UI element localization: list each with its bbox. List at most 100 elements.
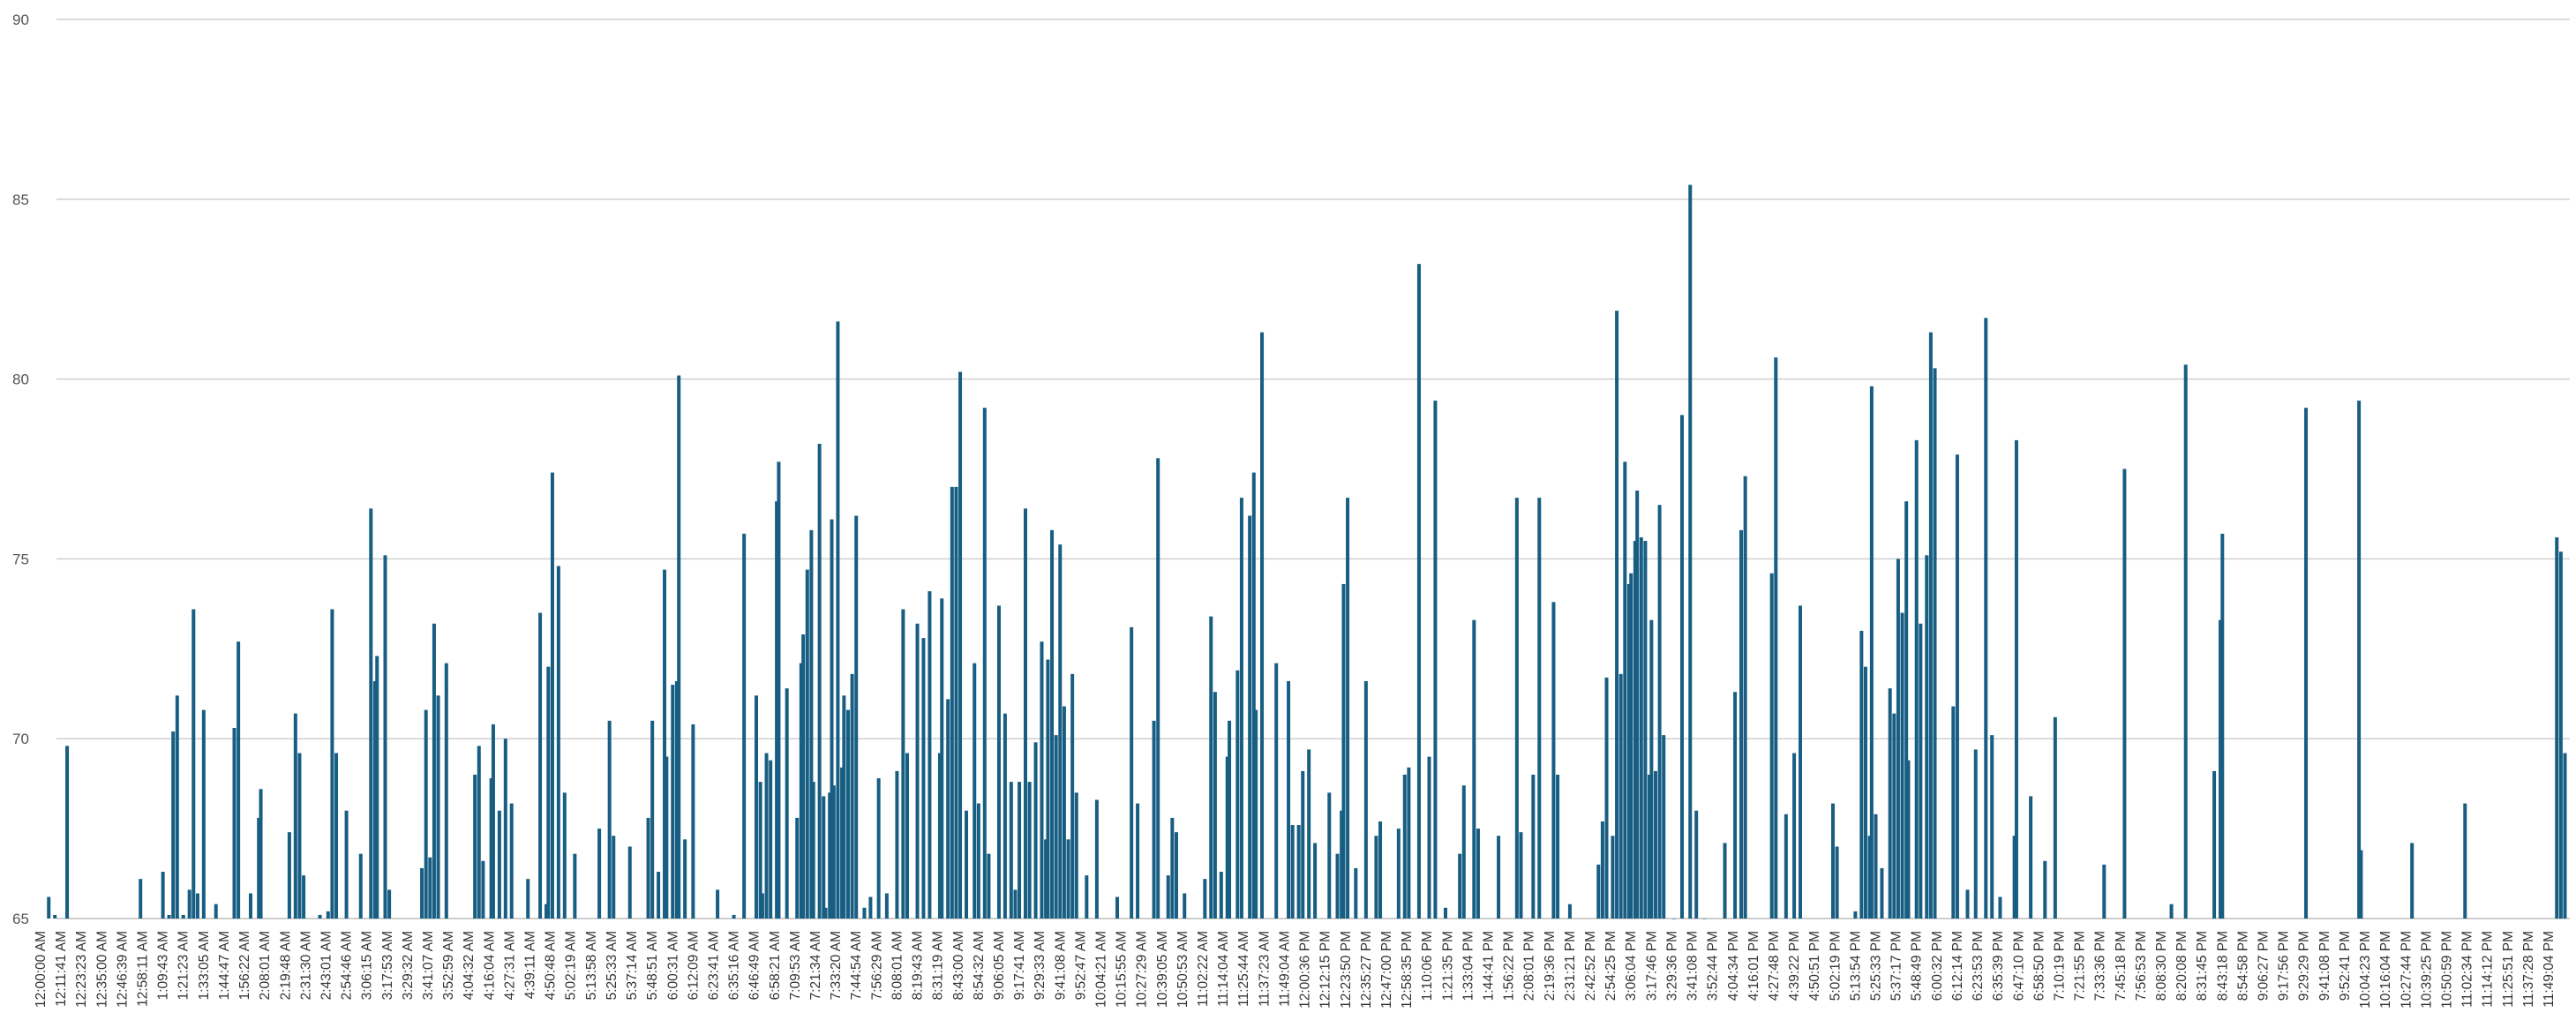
x-tick-label: 2:19:48 AM	[278, 931, 293, 1000]
bar	[1600, 821, 1604, 919]
x-tick-label: 10:16:04 PM	[2378, 931, 2393, 1009]
bar	[830, 519, 834, 919]
bar	[1136, 803, 1140, 919]
bar	[538, 612, 543, 919]
bar	[612, 836, 616, 919]
x-tick-label: 4:50:51 PM	[1807, 931, 1822, 1001]
bar	[47, 896, 51, 919]
bar	[646, 817, 650, 919]
bar	[1965, 889, 1970, 919]
bar	[1018, 782, 1022, 919]
bar	[1925, 555, 1929, 919]
y-tick-label: 85	[12, 191, 29, 208]
bar	[964, 810, 968, 919]
x-tick-label: 7:10:19 PM	[2052, 931, 2067, 1001]
x-tick-label: 9:06:05 AM	[992, 931, 1007, 1000]
bar	[372, 680, 377, 919]
x-tick-label: 1:56:22 PM	[1502, 931, 1517, 1001]
x-tick-label: 1:44:41 PM	[1482, 931, 1497, 1001]
bar	[1892, 713, 1896, 919]
x-tick-label: 7:56:29 AM	[869, 931, 884, 1000]
bar	[958, 371, 963, 919]
bar	[1307, 749, 1311, 919]
bar	[845, 709, 850, 919]
bar	[1156, 458, 1160, 919]
bar	[550, 472, 554, 919]
y-tick-label: 90	[12, 11, 29, 28]
x-tick-label: 1:33:04 PM	[1461, 931, 1476, 1001]
bar	[248, 893, 252, 919]
bar	[842, 695, 846, 919]
bar	[1733, 692, 1738, 919]
x-tick-label: 7:21:34 AM	[808, 931, 823, 1000]
bar	[428, 857, 432, 919]
x-tick-label: 5:48:51 AM	[645, 931, 660, 1000]
bar	[195, 893, 199, 919]
x-tick-label: 3:52:59 AM	[441, 931, 456, 1000]
x-tick-label: 7:56:53 PM	[2134, 931, 2149, 1001]
bar	[831, 785, 836, 919]
x-tick-label: 8:43:00 AM	[951, 931, 966, 1000]
bar	[1880, 867, 1884, 919]
bar	[1378, 821, 1383, 919]
x-tick-label: 11:14:12 PM	[2481, 931, 2496, 1008]
bar	[683, 839, 687, 919]
bar	[1869, 386, 1874, 919]
bar	[1635, 490, 1640, 919]
x-tick-label: 8:08:30 PM	[2154, 931, 2169, 1001]
bar	[1556, 774, 1560, 919]
bar	[1274, 663, 1279, 919]
x-tick-label: 4:16:04 AM	[482, 931, 497, 1000]
bar	[1254, 709, 1258, 919]
bar	[2212, 770, 2217, 919]
bar	[2555, 536, 2559, 919]
bar	[1301, 770, 1305, 919]
x-tick-label: 3:29:36 PM	[1664, 931, 1679, 1001]
x-tick-label: 9:41:08 PM	[2317, 931, 2332, 1001]
bar	[526, 879, 530, 919]
bar	[1003, 713, 1007, 919]
bar	[139, 879, 143, 919]
bar	[1296, 825, 1301, 919]
bar	[663, 569, 667, 919]
bar	[1427, 756, 1431, 919]
x-tick-label: 11:37:23 AM	[1257, 931, 1272, 1007]
bar	[387, 889, 392, 919]
x-tick-label: 7:44:54 AM	[849, 931, 864, 1000]
x-tick-label: 5:37:17 PM	[1889, 931, 1904, 1001]
bar	[187, 889, 192, 919]
bar	[1130, 626, 1134, 919]
bar	[2463, 803, 2467, 919]
bar	[1739, 529, 1744, 919]
x-tick-label: 8:08:01 AM	[890, 931, 905, 1000]
bar	[1830, 803, 1835, 919]
bar	[1914, 439, 1919, 919]
bar	[665, 756, 669, 919]
bar	[1984, 318, 1988, 919]
x-tick-label: 2:54:46 AM	[340, 931, 355, 1000]
x-tick-label: 4:04:32 AM	[462, 931, 477, 1000]
bar	[1354, 867, 1358, 919]
x-tick-label: 8:20:08 PM	[2174, 931, 2189, 1001]
x-tick-label: 11:14:04 AM	[1216, 931, 1231, 1007]
bar	[2410, 843, 2415, 919]
bar	[1629, 573, 1633, 919]
bar	[836, 321, 840, 919]
bar	[2053, 716, 2057, 919]
bar-series	[47, 184, 2567, 919]
x-tick-label: 6:00:31 AM	[665, 931, 680, 1000]
bar	[1228, 720, 1232, 919]
x-tick-label: 2:43:01 AM	[319, 931, 334, 1000]
bar	[1033, 742, 1038, 919]
bar	[2043, 860, 2047, 919]
bar	[424, 709, 428, 919]
bar	[1433, 401, 1438, 919]
bar	[369, 508, 373, 919]
bar	[1904, 501, 1909, 919]
x-tick-label: 11:02:34 PM	[2460, 931, 2475, 1008]
bar	[1044, 839, 1048, 919]
x-tick-label: 11:37:28 PM	[2521, 931, 2536, 1008]
bar	[481, 860, 485, 919]
bar	[293, 713, 297, 919]
x-tick-label: 3:06:15 AM	[360, 931, 375, 1000]
